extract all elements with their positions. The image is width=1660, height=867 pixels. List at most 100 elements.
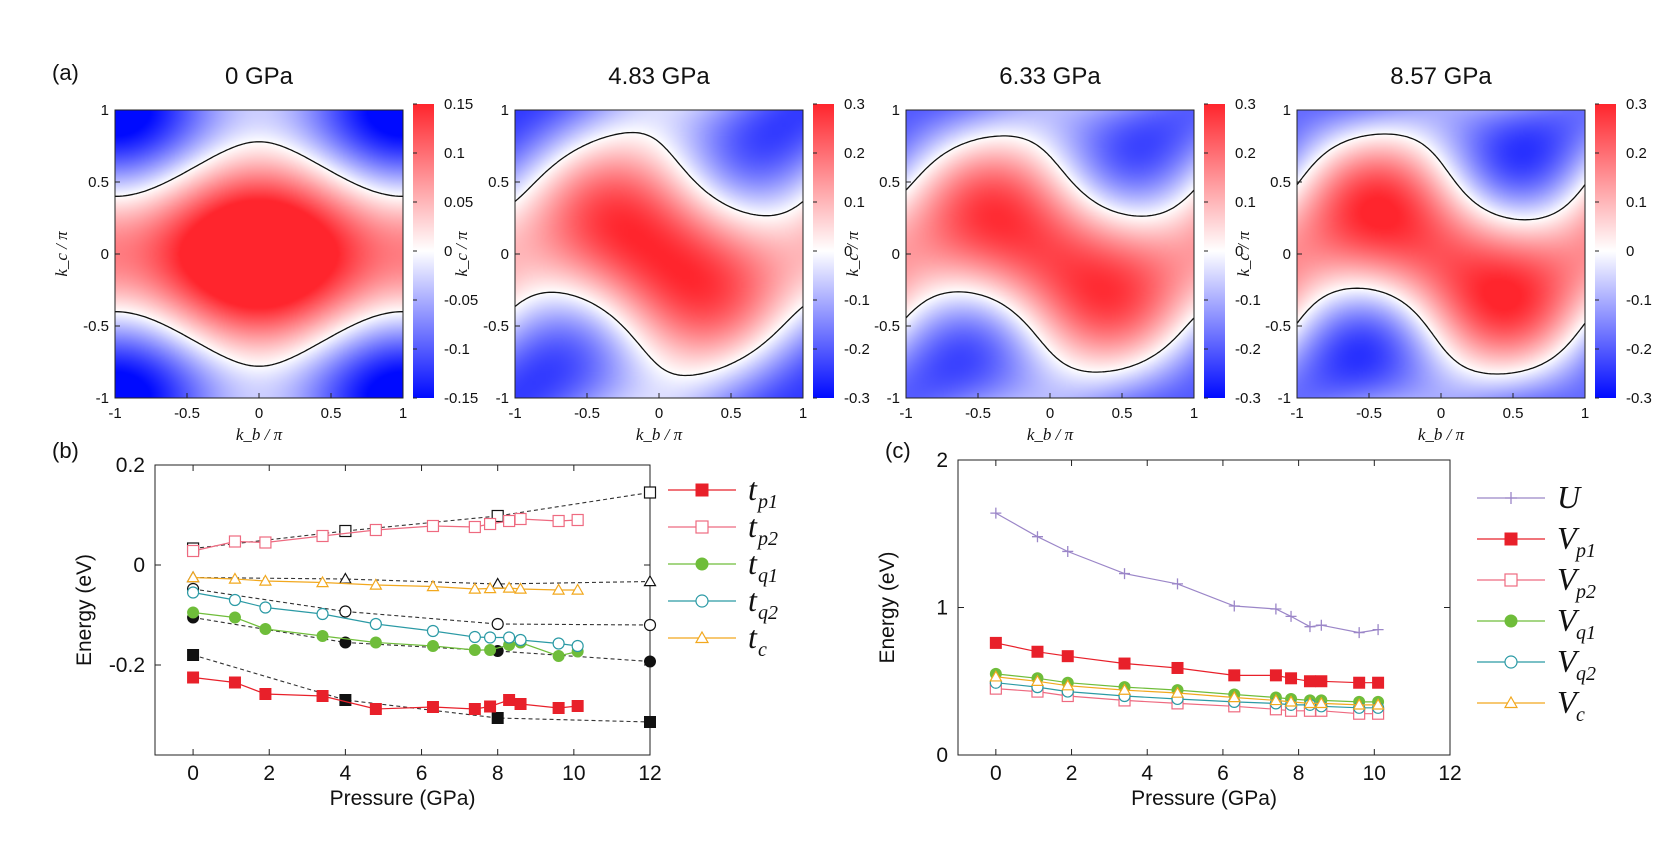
legend-subscript: q2 xyxy=(758,602,778,624)
data-point xyxy=(186,586,200,599)
x-tick-label: 0.5 xyxy=(1112,405,1133,422)
x-tick-label: -0.5 xyxy=(574,405,600,422)
colorbar-tick-label: 0.3 xyxy=(844,96,865,113)
data-point xyxy=(186,570,200,583)
y-axis-label: k_c / π xyxy=(1234,231,1253,277)
y-tick-label: 0.5 xyxy=(879,174,900,191)
y-tick-label: 0 xyxy=(501,246,509,263)
y-tick-label: 0.5 xyxy=(1270,174,1291,191)
data-point xyxy=(644,655,656,668)
colorbar-tick-label: 0.2 xyxy=(844,145,865,162)
x-tick-label: 2 xyxy=(1066,762,1078,785)
x-tick-label: 1 xyxy=(799,405,807,422)
legend-symbol: V xyxy=(1557,643,1580,679)
colorbar-tick-label: -0.15 xyxy=(444,390,478,407)
panel-label-b: (b) xyxy=(52,438,79,463)
y-tick-label: 0.5 xyxy=(88,174,109,191)
legend-symbol: t xyxy=(748,619,758,655)
data-point xyxy=(1303,696,1317,709)
y-tick-label: -0.5 xyxy=(483,318,509,335)
data-point xyxy=(1031,531,1043,543)
y-tick-label: 0 xyxy=(1283,246,1291,263)
x-tick-label: 0.5 xyxy=(721,405,742,422)
data-point xyxy=(187,671,200,684)
colorbar-tick-label: 0.3 xyxy=(1235,96,1256,113)
x-tick-label: 1 xyxy=(1581,405,1589,422)
x-tick-label: 6 xyxy=(416,762,428,785)
colorbar-tick-label: -0.3 xyxy=(1235,390,1261,407)
colorbar xyxy=(1204,104,1225,398)
x-axis-label: k_b / π xyxy=(1027,425,1074,444)
heatmap-image xyxy=(1297,110,1585,398)
data-point xyxy=(468,630,481,644)
data-point xyxy=(339,694,352,706)
data-point xyxy=(369,636,382,649)
x-tick-label: 0.5 xyxy=(321,405,342,422)
heatmap-panel-0: 0 GPa -1 -0.5 0 0.5 1 1 0.5 0 -0.5 -1 k_b / π k_c / … xyxy=(52,63,478,444)
heatmap-image xyxy=(906,110,1194,398)
legend-symbol: U xyxy=(1557,479,1582,515)
data-point xyxy=(571,583,585,595)
colorbar-tick-label: 0.1 xyxy=(1235,194,1256,211)
y-tick-label: -1 xyxy=(1278,390,1291,407)
x-axis-label: k_b / π xyxy=(636,425,683,444)
data-point xyxy=(468,644,481,656)
legend-subscript: c xyxy=(758,639,767,661)
data-point xyxy=(1062,545,1074,557)
legend-symbol: V xyxy=(1557,684,1580,720)
data-point xyxy=(1285,610,1297,622)
data-point xyxy=(491,617,504,631)
data-point xyxy=(316,630,329,642)
data-point xyxy=(503,694,516,706)
y-axis-label: k_c / π xyxy=(843,231,862,277)
data-point xyxy=(1505,492,1517,504)
y-tick-label: 0 xyxy=(936,744,948,767)
heatmap-title: 0 GPa xyxy=(225,63,294,90)
data-point xyxy=(695,520,709,534)
data-point xyxy=(339,605,352,618)
data-point xyxy=(483,581,497,594)
x-tick-label: 0.5 xyxy=(1503,405,1524,422)
x-tick-label: 0 xyxy=(1437,405,1445,422)
colorbar-tick-label: 0.1 xyxy=(844,194,865,211)
heatmap-image xyxy=(515,110,803,398)
legend-symbol: V xyxy=(1557,602,1580,638)
y-tick-label: -0.5 xyxy=(1265,318,1291,335)
y-tick-label: 1 xyxy=(501,102,509,119)
data-point xyxy=(695,483,709,497)
data-point xyxy=(1371,698,1385,710)
data-point xyxy=(228,611,241,624)
y-tick-label: -1 xyxy=(887,390,900,407)
x-tick-label: -1 xyxy=(108,405,121,422)
colorbar-tick-label: -0.2 xyxy=(1235,341,1261,358)
legend-entry: t p1 xyxy=(668,471,778,513)
data-point xyxy=(1117,683,1132,695)
colorbar-tick-label: 0 xyxy=(844,243,852,260)
y-axis-label: k_c / π xyxy=(52,231,71,277)
data-point xyxy=(552,702,565,714)
heatmap-panel-2: 6.33 GPa -1 -0.5 0 0.5 1 1 0.5 0 -0.5 -1 k_b / π k_c… xyxy=(843,63,1261,444)
zero-contour xyxy=(1296,133,1586,375)
data-point xyxy=(1118,657,1131,670)
data-point xyxy=(259,688,272,700)
data-point xyxy=(228,572,242,584)
legend-entry: t p2 xyxy=(668,508,778,550)
x-tick-label: 12 xyxy=(638,762,661,785)
series-line xyxy=(995,676,1379,706)
x-tick-label: -1 xyxy=(508,405,521,422)
legend-symbol: t xyxy=(748,508,758,544)
data-point xyxy=(426,624,440,638)
x-axis-label: Pressure (GPa) xyxy=(1131,787,1277,810)
colorbar-tick-label: 0 xyxy=(1235,243,1243,260)
colorbar-tick-label: -0.1 xyxy=(444,341,470,358)
data-point xyxy=(514,698,527,710)
x-tick-label: 0 xyxy=(990,762,1002,785)
colorbar-tick-label: -0.1 xyxy=(1235,292,1261,309)
data-point xyxy=(468,582,482,594)
data-point xyxy=(571,700,584,712)
colorbar-tick-label: -0.2 xyxy=(1626,341,1652,358)
